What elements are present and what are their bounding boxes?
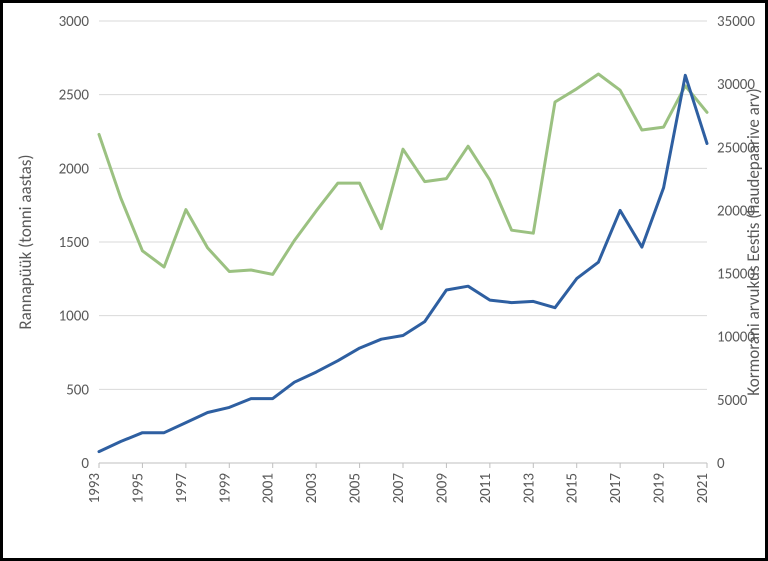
x-tick-label: 2001 <box>260 473 278 503</box>
x-tick-label: 1999 <box>216 473 234 504</box>
y-right-tick-label: 0 <box>717 455 725 473</box>
x-tick-label: 1995 <box>129 473 147 503</box>
y-left-tick-label: 2000 <box>59 160 90 178</box>
y-right-axis-title: Kormorani arvukus Eestis (haudepaarive a… <box>743 88 764 395</box>
y-left-tick-label: 1000 <box>59 308 90 326</box>
y-left-tick-label: 1500 <box>59 234 90 252</box>
x-tick-label: 1997 <box>173 473 191 504</box>
x-tick-label: 2015 <box>564 473 582 503</box>
x-tick-label: 2005 <box>347 473 365 503</box>
y-left-tick-label: 2500 <box>59 87 90 105</box>
x-tick-label: 2011 <box>477 473 495 503</box>
x-tick-label: 2013 <box>520 473 538 504</box>
y-left-axis-title: Rannapüük (tonni aastas) <box>15 154 36 329</box>
x-tick-label: 2019 <box>651 473 669 504</box>
dual-axis-line-chart: 0500100015002000250030000500010000150002… <box>3 3 765 558</box>
series-kormoran-line <box>99 75 707 451</box>
x-tick-label: 2021 <box>694 473 712 503</box>
x-tick-label: 2007 <box>390 473 408 504</box>
y-left-tick-label: 500 <box>66 381 89 399</box>
x-tick-label: 2017 <box>607 473 625 504</box>
chart-frame: 0500100015002000250030000500010000150002… <box>0 0 768 561</box>
x-tick-label: 2003 <box>303 473 321 504</box>
x-tick-label: 2009 <box>433 473 451 504</box>
x-tick-label: 1993 <box>86 473 104 504</box>
series-rannapuuk-line <box>99 74 707 274</box>
y-right-tick-label: 35000 <box>717 13 755 31</box>
y-left-tick-label: 3000 <box>59 13 90 31</box>
y-left-tick-label: 0 <box>81 455 89 473</box>
